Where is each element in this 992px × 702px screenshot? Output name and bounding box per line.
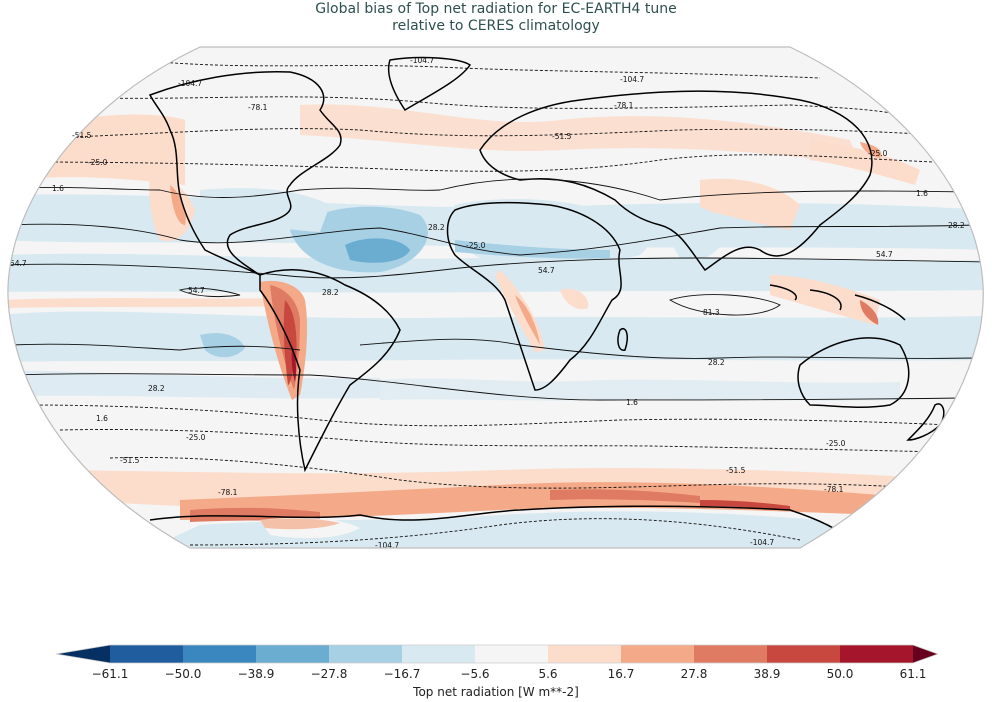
- contour-lines: [7, 61, 984, 546]
- svg-text:-25.0: -25.0: [466, 241, 486, 250]
- svg-text:-51.5: -51.5: [552, 132, 572, 141]
- svg-text:-104.7: -104.7: [178, 79, 202, 88]
- svg-text:-25.0: -25.0: [868, 149, 888, 158]
- colorbar-tick: 5.6: [538, 667, 558, 681]
- colorbar-tick: −5.6: [460, 667, 490, 681]
- svg-text:28.2: 28.2: [428, 223, 445, 232]
- svg-text:-51.5: -51.5: [726, 466, 746, 475]
- bias-field: [7, 47, 984, 548]
- svg-text:-104.7: -104.7: [410, 56, 434, 65]
- figure-title-line1: Global bias of Top net radiation for EC-…: [315, 1, 677, 17]
- svg-text:-104.7: -104.7: [375, 541, 399, 550]
- svg-text:-78.1: -78.1: [824, 485, 844, 494]
- colorbar-tick: −16.7: [383, 667, 421, 681]
- colorbar-tick: 27.8: [680, 667, 708, 681]
- svg-text:-104.7: -104.7: [620, 75, 644, 84]
- svg-text:-25.0: -25.0: [186, 433, 206, 442]
- svg-text:54.7: 54.7: [876, 250, 893, 259]
- coastlines: [148, 56, 945, 541]
- svg-text:54.7: 54.7: [538, 266, 555, 275]
- svg-text:1.6: 1.6: [96, 414, 108, 423]
- svg-text:54.7: 54.7: [188, 286, 205, 295]
- colorbar-tick: −50.0: [164, 667, 202, 681]
- contour-labels: -104.7 -104.7 -104.7 -78.1 -78.1 -51.5 -…: [10, 56, 965, 550]
- svg-text:-78.1: -78.1: [218, 488, 238, 497]
- svg-text:81.3: 81.3: [703, 308, 720, 317]
- svg-text:28.2: 28.2: [708, 358, 725, 367]
- svg-text:28.2: 28.2: [322, 288, 339, 297]
- colorbar-tick: −38.9: [237, 667, 275, 681]
- svg-text:-25.0: -25.0: [826, 439, 846, 448]
- colorbar-tick: 38.9: [753, 667, 781, 681]
- colorbar-tick: 50.0: [826, 667, 854, 681]
- colorbar-label: Top net radiation [W m**-2]: [413, 685, 579, 699]
- svg-text:28.2: 28.2: [148, 384, 165, 393]
- svg-text:-78.1: -78.1: [248, 103, 268, 112]
- colorbar-tick: 61.1: [899, 667, 927, 681]
- figure-title-line2: relative to CERES climatology: [392, 18, 600, 34]
- colorbar-tick: −61.1: [91, 667, 129, 681]
- svg-text:-51.5: -51.5: [72, 131, 92, 140]
- colorbar: [56, 644, 938, 664]
- svg-text:1.6: 1.6: [916, 189, 928, 198]
- robinson-map: -104.7 -104.7 -104.7 -78.1 -78.1 -51.5 -…: [7, 46, 984, 550]
- svg-text:-78.1: -78.1: [614, 101, 634, 110]
- colorbar-tick: 16.7: [607, 667, 635, 681]
- svg-text:-51.5: -51.5: [120, 456, 140, 465]
- svg-text:28.2: 28.2: [948, 221, 965, 230]
- colorbar-extend-max: [913, 645, 938, 663]
- colorbar-tick: −27.8: [310, 667, 348, 681]
- svg-text:54.7: 54.7: [10, 259, 27, 268]
- map-boundary: [7, 46, 984, 549]
- colorbar-extend-min: [56, 645, 110, 663]
- svg-text:-25.0: -25.0: [88, 158, 108, 167]
- svg-text:-104.7: -104.7: [750, 538, 774, 547]
- svg-text:1.6: 1.6: [626, 398, 638, 407]
- svg-text:1.6: 1.6: [52, 184, 64, 193]
